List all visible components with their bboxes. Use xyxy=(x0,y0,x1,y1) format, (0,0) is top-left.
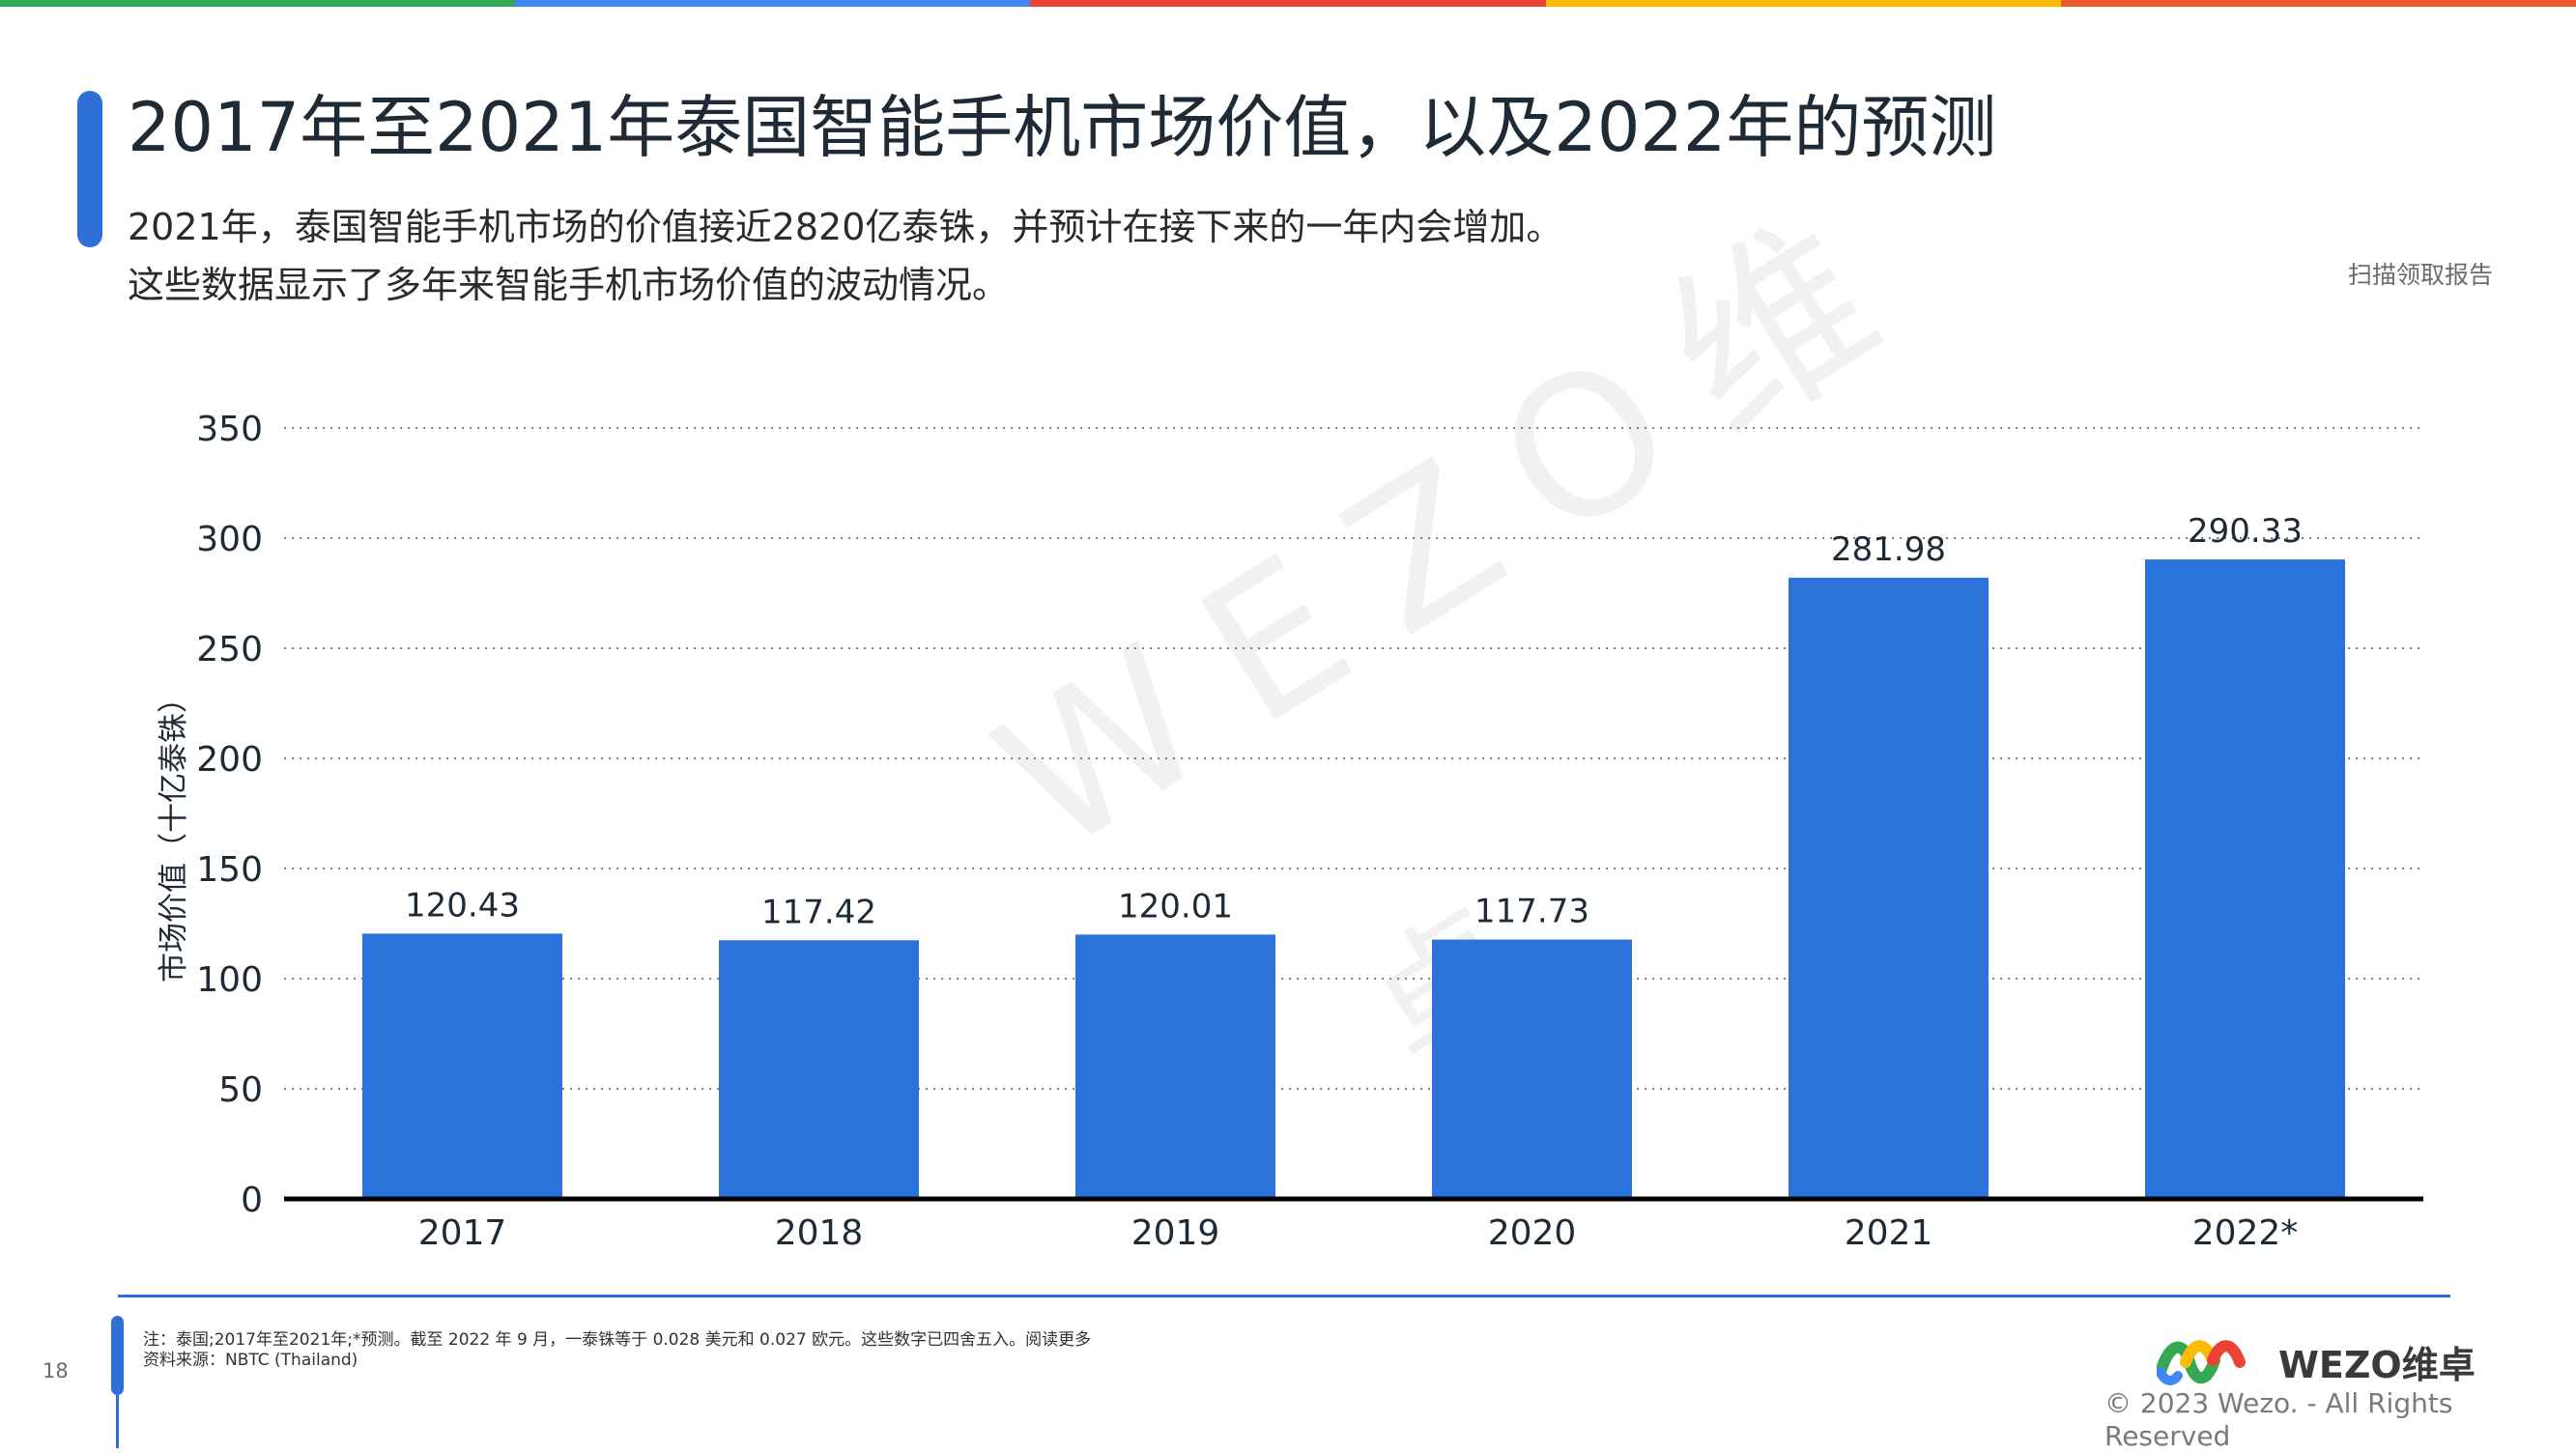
x-tick-label: 2017 xyxy=(418,1213,507,1253)
page-title: 2017年至2021年泰国智能手机市场价值，以及2022年的预测 xyxy=(128,88,1997,167)
stripe-segment-5 xyxy=(2060,0,2576,7)
stripe-segment-2 xyxy=(515,0,1031,7)
wezo-logo-text: WEZO维卓 xyxy=(2278,1344,2476,1386)
y-tick-label: 150 xyxy=(196,850,263,890)
data-labels: 120.43 117.42 120.01 117.73 281.98 290.33 xyxy=(405,512,2303,931)
y-tick-label: 250 xyxy=(196,630,263,670)
y-tick-label: 100 xyxy=(196,960,263,1000)
subtitle-line-1: 2021年，泰国智能手机市场的价值接近2820亿泰铢，并预计在接下来的一年内会增… xyxy=(128,206,1563,248)
bar xyxy=(2145,559,2345,1199)
stripe-segment-3 xyxy=(1030,0,1546,7)
stripe-segment-4 xyxy=(1545,0,2061,7)
y-tick-label: 200 xyxy=(196,740,263,780)
page-subtitle: 2021年，泰国智能手机市场的价值接近2820亿泰铢，并预计在接下来的一年内会增… xyxy=(128,198,1562,314)
source-note: 资料来源：NBTC (Thailand) xyxy=(143,1351,358,1370)
page-number: 18 xyxy=(43,1359,69,1382)
y-tick-label: 0 xyxy=(241,1181,263,1220)
footnote: 注：泰国;2017年至2021年;*预测。截至 2022 年 9 月，一泰铢等于… xyxy=(143,1330,1092,1350)
y-axis-tick-labels: 0 50 100 150 200 250 300 350 xyxy=(196,410,263,1220)
x-tick-label: 2020 xyxy=(1488,1213,1577,1253)
stripe-segment-1 xyxy=(0,0,516,7)
bar xyxy=(1432,939,1632,1199)
bar xyxy=(362,933,562,1199)
bar-chart: 0 50 100 150 200 250 300 350 120.43 117.42 120.01… xyxy=(157,410,2423,1253)
wezo-logo-mark-icon xyxy=(2157,1340,2246,1385)
grid-lines xyxy=(284,427,2423,1090)
data-label: 120.43 xyxy=(405,886,520,925)
data-label: 117.42 xyxy=(761,893,876,931)
top-color-stripe xyxy=(0,0,2576,7)
x-tick-label: 2018 xyxy=(775,1213,864,1253)
title-accent-bar xyxy=(77,91,102,247)
y-tick-label: 300 xyxy=(196,520,263,559)
x-tick-label: 2021 xyxy=(1845,1213,1933,1253)
x-tick-label: 2019 xyxy=(1131,1213,1220,1253)
y-tick-label: 350 xyxy=(196,410,263,449)
data-label: 281.98 xyxy=(1831,530,1946,569)
copyright-text: © 2023 Wezo. - All Rights Reserved xyxy=(2104,1387,2453,1452)
data-label: 120.01 xyxy=(1118,887,1233,926)
footer-divider xyxy=(118,1295,2450,1297)
bar xyxy=(1789,578,1989,1199)
x-axis-tick-labels: 2017 2018 2019 2020 2021 2022* xyxy=(418,1213,2299,1253)
y-tick-label: 50 xyxy=(218,1070,263,1110)
bar xyxy=(1075,934,1275,1199)
data-label: 290.33 xyxy=(2188,512,2303,551)
bars xyxy=(362,559,2345,1199)
bar xyxy=(719,940,919,1199)
y-axis-label: 市场价值（十亿泰铢） xyxy=(157,683,191,983)
data-label: 117.73 xyxy=(1474,893,1589,931)
scan-report-link[interactable]: 扫描领取报告 xyxy=(2347,261,2493,289)
subtitle-line-2: 这些数据显示了多年来智能手机市场价值的波动情况。 xyxy=(128,264,1010,306)
footer-accent-bar xyxy=(111,1316,124,1395)
wezo-logo: WEZO维卓 xyxy=(2157,1340,2476,1386)
x-tick-label: 2022* xyxy=(2192,1213,2299,1253)
footer-accent-line xyxy=(116,1391,119,1448)
